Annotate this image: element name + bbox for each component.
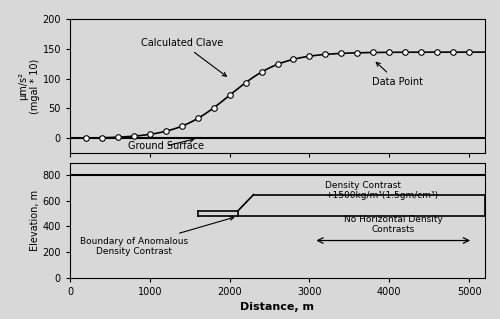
- Y-axis label: Elevation, m: Elevation, m: [30, 189, 40, 251]
- Text: Ground Surface: Ground Surface: [128, 138, 204, 151]
- X-axis label: Distance, m: Distance, m: [240, 302, 314, 312]
- Text: Calculated Clave: Calculated Clave: [140, 38, 226, 76]
- Y-axis label: μm/s²
(mgal * 10): μm/s² (mgal * 10): [18, 58, 40, 114]
- Text: Boundary of Anomalous
Density Contrast: Boundary of Anomalous Density Contrast: [80, 217, 234, 256]
- Text: Density Contrast
+1500kg/m³(1.5gm/cm³): Density Contrast +1500kg/m³(1.5gm/cm³): [326, 181, 438, 200]
- Text: No Horizontal Density
Contrasts: No Horizontal Density Contrasts: [344, 215, 442, 234]
- Text: Data Point: Data Point: [372, 62, 422, 87]
